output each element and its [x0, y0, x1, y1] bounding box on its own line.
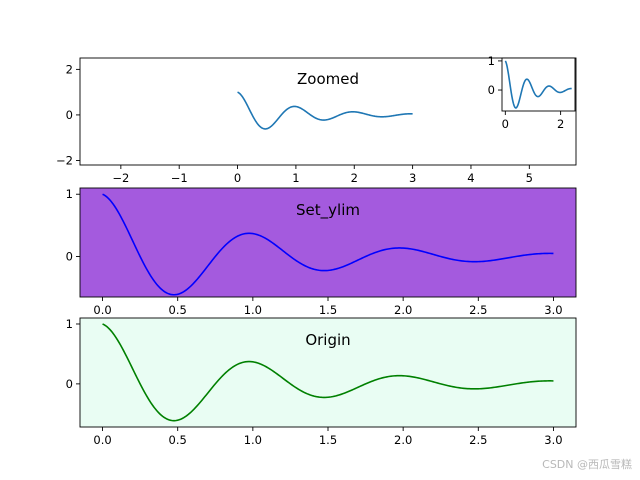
- set-ylim-ytick-label: 1: [66, 187, 73, 201]
- set-ylim-xtick-label: 1.0: [244, 303, 262, 317]
- origin-xtick-label: 1.0: [244, 433, 262, 447]
- origin-xtick-label: 0.5: [169, 433, 187, 447]
- zoomed-xtick-label: −2: [112, 171, 129, 185]
- origin-ytick-label: 1: [66, 317, 73, 331]
- origin-xtick-label: 2.5: [469, 433, 487, 447]
- zoomed-xtick-label: 0: [234, 171, 241, 185]
- origin-axes: 0.0 0.5 1.0 1.5 2.0 2.5 3.0 1 0 Origin: [66, 317, 577, 447]
- zoomed-title: Zoomed: [297, 70, 359, 88]
- origin-xtick-label: 3.0: [544, 433, 562, 447]
- set-ylim-xtick-label: 3.0: [544, 303, 562, 317]
- zoomed-inset-ytick-label: 1: [488, 54, 495, 68]
- set-ylim-title: Set_ylim: [296, 201, 360, 220]
- zoomed-inset-background: [502, 58, 575, 111]
- zoomed-axes: −2 −1 0 1 2 3 4 5 2 0 −2 Zoomed: [56, 57, 577, 185]
- set-ylim-xtick-label: 0.5: [169, 303, 187, 317]
- zoomed-xtick-label: −1: [171, 171, 188, 185]
- origin-xtick-label: 0.0: [93, 433, 111, 447]
- origin-background: [80, 318, 576, 427]
- zoomed-inset-xtick-label: 2: [557, 117, 564, 131]
- zoomed-xtick-label: 2: [351, 171, 358, 185]
- zoomed-xtick-label: 5: [526, 171, 533, 185]
- origin-xtick-label: 2.0: [394, 433, 412, 447]
- zoomed-inset-series-line: [504, 60, 572, 109]
- zoomed-ytick-label: 0: [66, 108, 73, 122]
- origin-title: Origin: [305, 331, 350, 349]
- set-ylim-background: [80, 188, 576, 297]
- zoomed-xtick-label: 4: [467, 171, 474, 185]
- zoomed-background: [80, 58, 576, 165]
- zoomed-inset-axes: 0 2 1 0: [488, 54, 576, 131]
- set-ylim-xtick-label: 2.0: [394, 303, 412, 317]
- zoomed-ytick-label: −2: [56, 153, 73, 167]
- origin-series-line: [102, 323, 554, 422]
- set-ylim-xtick-label: 1.5: [319, 303, 337, 317]
- origin-ytick-label: 0: [66, 377, 73, 391]
- zoomed-inset-xtick-label: 0: [502, 117, 509, 131]
- zoomed-series-line: [237, 91, 413, 130]
- set-ylim-ytick-label: 0: [66, 250, 73, 264]
- set-ylim-axes: 0.0 0.5 1.0 1.5 2.0 2.5 3.0 1 0 Set_ylim: [66, 187, 577, 317]
- set-ylim-xtick-label: 0.0: [93, 303, 111, 317]
- set-ylim-series-line: [102, 193, 554, 296]
- zoomed-inset-frame: [501, 57, 576, 112]
- zoomed-xtick-label: 1: [292, 171, 299, 185]
- origin-xtick-label: 1.5: [319, 433, 337, 447]
- zoomed-inset-ytick-label: 0: [488, 83, 495, 97]
- zoomed-frame: [79, 57, 577, 166]
- zoomed-ytick-label: 2: [66, 62, 73, 76]
- watermark: CSDN @西瓜雪糕: [542, 458, 632, 471]
- set-ylim-xtick-label: 2.5: [469, 303, 487, 317]
- zoomed-xtick-label: 3: [409, 171, 416, 185]
